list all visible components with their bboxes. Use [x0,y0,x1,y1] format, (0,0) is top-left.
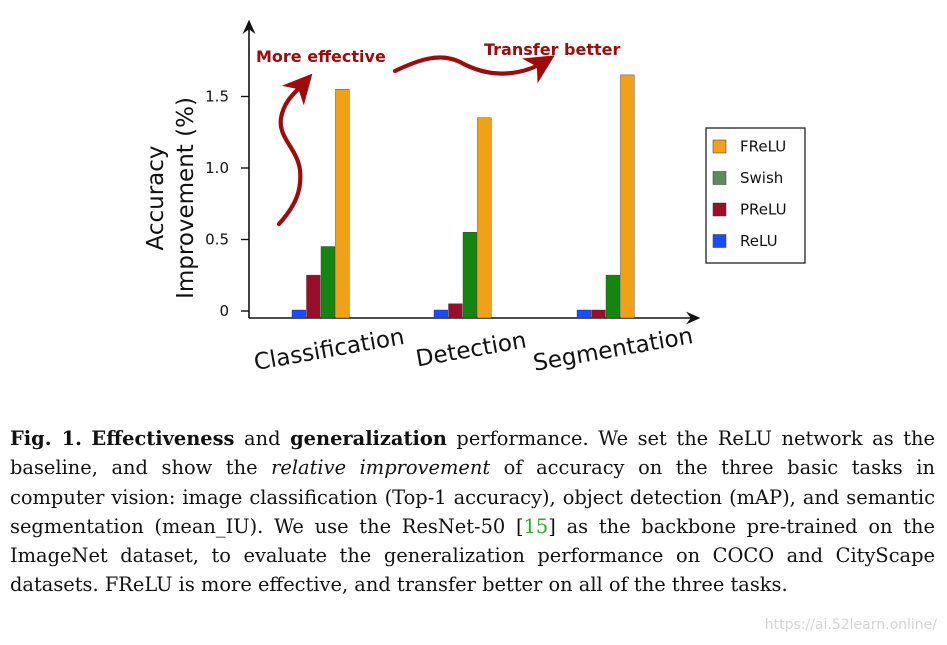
y-tick-label: 1.0 [205,159,229,177]
bar-frelu-classification [335,88,350,319]
y-axis-label-line2: Improvement (%) [173,97,199,299]
watermark-url: https://ai.52learn.online/ [764,617,937,633]
figure: 0 0.5 1.0 1.5 Classification Detection Segmen… [143,19,806,377]
legend-label-swish: Swish [740,169,783,187]
caption-text-4: ] as the backbone pre-trained on the Ima… [10,514,935,597]
legend-label-relu: ReLU [740,232,778,250]
y-ticks: 0 0.5 1.0 1.5 [205,88,249,320]
bar-prelu-detection [448,303,463,319]
bar-relu-detection [433,309,448,319]
category-label-detection: Detection [414,327,529,372]
caption-fig-number: Fig. 1. [10,427,82,450]
y-tick-label: 1.5 [205,88,229,106]
caption-bold-generalization: generalization [290,427,447,450]
bar-swish-detection [462,231,477,319]
legend-label-frelu: FReLU [740,138,786,156]
legend: FReLU Swish PReLU ReLU [705,127,806,264]
y-axis-label: Accuracy Improvement (%) [143,97,199,299]
legend-swatch-relu [712,234,727,248]
y-axis-label-line1: Accuracy [143,145,169,250]
y-tick-label: 0.5 [205,231,229,249]
caption-italic-relative-improvement: relative improvement [271,456,491,480]
bar-chart: 0 0.5 1.0 1.5 Classification Detection Segmen… [143,19,806,377]
figure-caption: Fig. 1. Effectiveness and generalization… [10,424,935,600]
bar-swish-classification [320,246,335,319]
annotations: More effective Transfer better [256,40,620,227]
caption-text-1: and [234,427,291,450]
transfer-better-arrow [392,55,555,84]
bar-relu-classification [291,309,306,319]
caption-bold-effectiveness: Effectiveness [91,427,235,450]
bar-frelu-segmentation [620,74,635,319]
legend-swatch-swish [712,171,727,185]
category-labels: Classification Detection Segmentation [252,323,695,377]
bar-prelu-classification [306,274,321,319]
transfer-better-label: Transfer better [484,40,620,59]
bars [291,74,635,319]
category-label-classification: Classification [252,324,406,376]
more-effective-arrow [276,73,313,227]
more-effective-label: More effective [256,47,386,66]
bar-relu-segmentation [576,309,591,319]
caption-citation-link[interactable]: 15 [523,514,549,538]
bar-prelu-segmentation [591,309,606,319]
caption-text-2: performance. We set the ReLU network as … [10,427,935,480]
legend-swatch-frelu [712,139,727,154]
bar-swish-segmentation [605,274,620,319]
bar-frelu-detection [477,117,492,319]
legend-label-prelu: PReLU [740,201,787,219]
caption-text-3: of accuracy on the three basic tasks in … [10,456,935,538]
category-label-segmentation: Segmentation [531,323,695,377]
legend-swatch-prelu [712,202,727,217]
y-tick-label: 0 [219,302,229,320]
